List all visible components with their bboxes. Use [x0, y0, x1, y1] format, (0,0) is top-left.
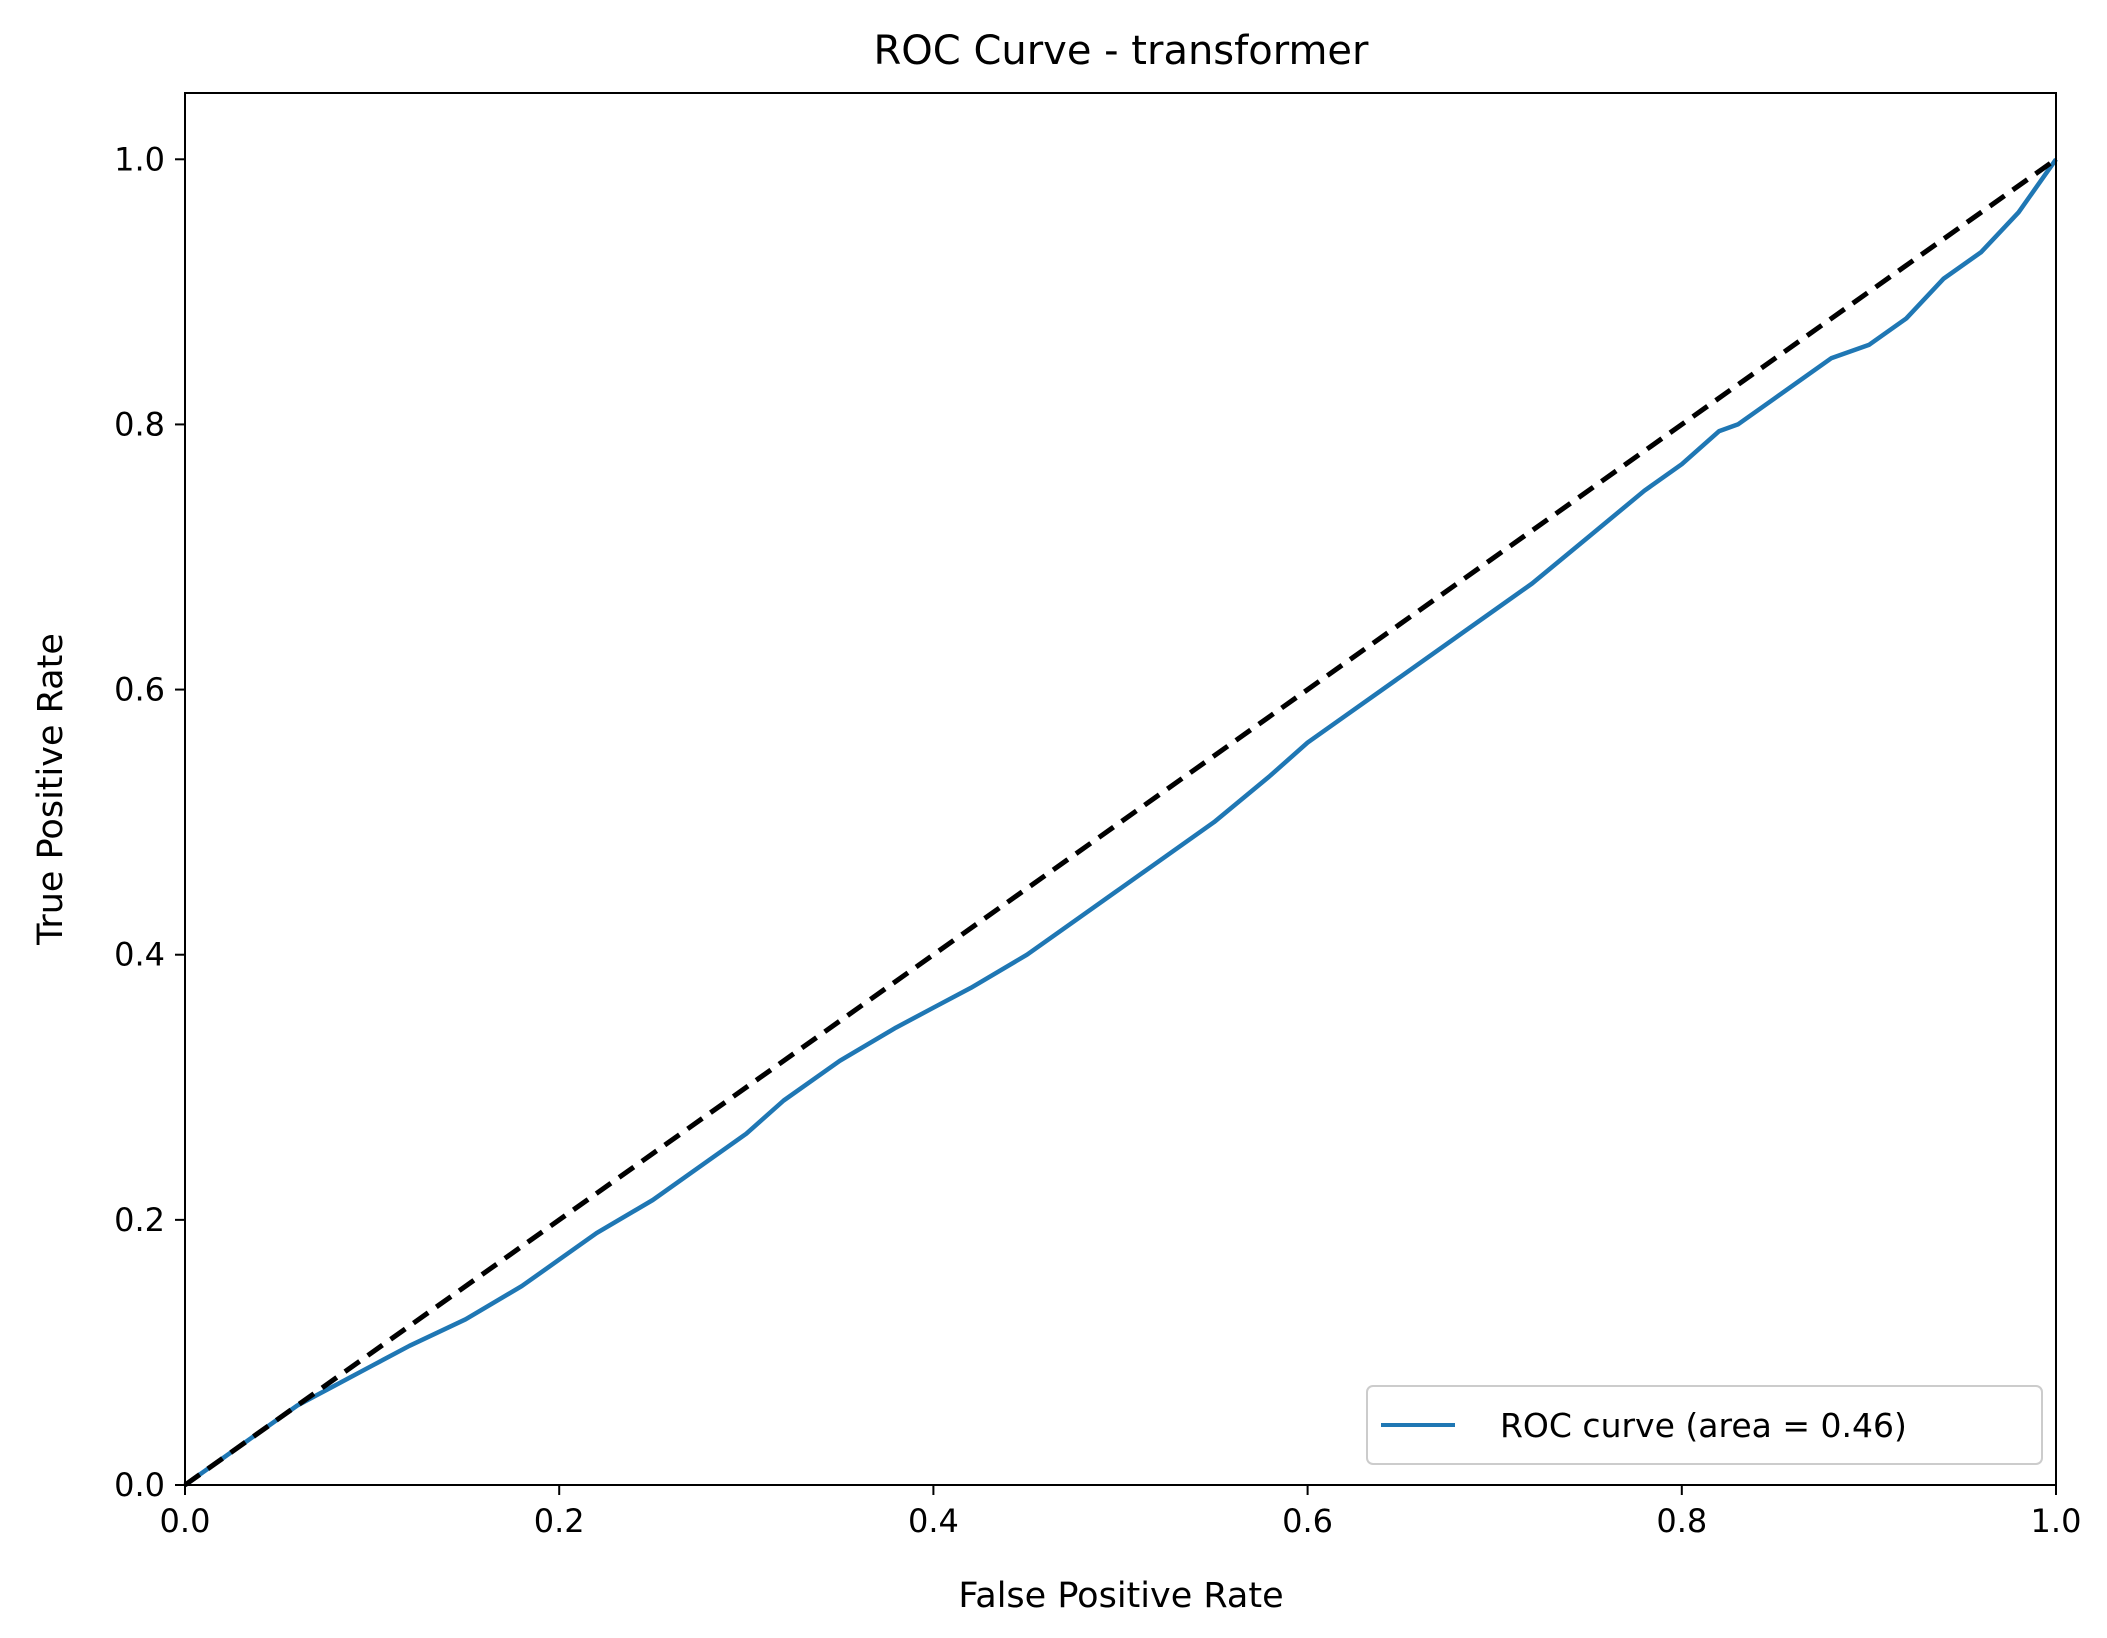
x-tick-label: 0.2 [534, 1502, 585, 1540]
x-tick-label: 1.0 [2031, 1502, 2082, 1540]
legend: ROC curve (area = 0.46) [1366, 1385, 2043, 1465]
legend-label: ROC curve (area = 0.46) [1500, 1406, 1907, 1445]
x-tick-label: 0.4 [908, 1502, 959, 1540]
y-tick-label: 0.4 [114, 936, 165, 974]
diagonal-reference-line [183, 157, 2058, 1488]
x-tick-label: 0.6 [1282, 1502, 1333, 1540]
roc-curve-line [183, 158, 2058, 1487]
legend-box [1366, 1385, 2043, 1465]
x-tick-label: 0.8 [1656, 1502, 1707, 1540]
y-tick-label: 1.0 [114, 140, 165, 178]
x-axis-label: False Positive Rate [958, 1576, 1283, 1616]
x-tick-label: 0.0 [160, 1502, 211, 1540]
axes-frame [184, 92, 2057, 1486]
plot-area [183, 157, 2058, 1488]
y-tick-label: 0.6 [114, 671, 165, 709]
y-axis-label: True Positive Rate [31, 633, 71, 946]
y-tick-label: 0.8 [114, 405, 165, 443]
y-tick-label: 0.2 [114, 1201, 165, 1239]
y-tick-label: 0.0 [114, 1466, 165, 1504]
axis-ticks: 0.0 0.2 0.4 0.6 0.8 1.0 0.0 0.2 0.4 0.6 0.8 1.0 [114, 140, 2081, 1540]
chart-title: ROC Curve - transformer [874, 28, 1369, 74]
